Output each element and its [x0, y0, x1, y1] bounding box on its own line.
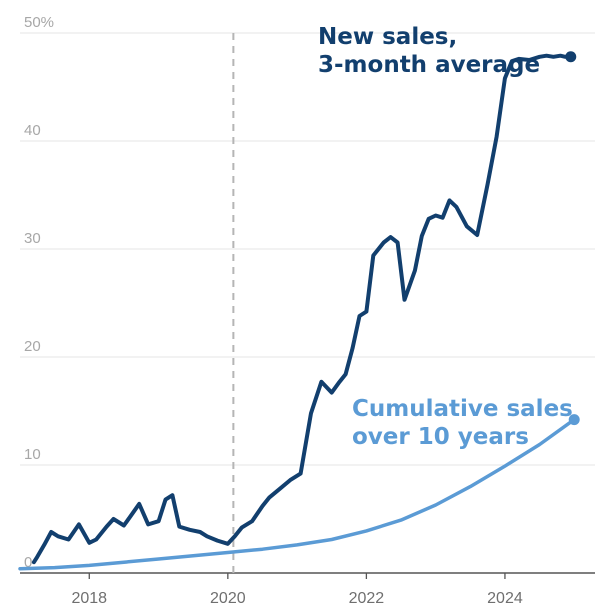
series-label: Cumulative sales over 10 years	[352, 396, 573, 450]
y-axis-ticks: 0 10 20 30 40 50%	[24, 14, 54, 571]
series-label-line: Cumulative sales	[352, 396, 573, 422]
y-tick-label: 40	[24, 122, 41, 139]
series-label-line: over 10 years	[352, 424, 529, 450]
x-axis-ticks: 2018 2020 2022 2024	[71, 573, 523, 607]
x-tick-label: 2020	[210, 590, 246, 607]
series-labels: New sales, 3-month average Cumulative sale…	[318, 24, 573, 450]
gridlines	[20, 32, 595, 574]
series-group	[18, 51, 580, 571]
series-label-line: New sales,	[318, 24, 457, 50]
series-line	[18, 417, 576, 571]
series-end-marker	[568, 414, 580, 426]
x-tick-label: 2018	[71, 590, 107, 607]
y-tick-label: 50%	[24, 14, 54, 31]
series-label-line: 3-month average	[318, 52, 540, 78]
x-tick-label: 2022	[349, 590, 385, 607]
series-end-marker	[565, 51, 577, 63]
series-line	[31, 53, 573, 565]
x-tick-label: 2024	[487, 590, 523, 607]
y-tick-label: 30	[24, 230, 41, 247]
series-label: New sales, 3-month average	[318, 24, 540, 78]
y-tick-label: 0	[24, 554, 32, 571]
y-tick-label: 10	[24, 446, 41, 463]
y-tick-label: 20	[24, 338, 41, 355]
